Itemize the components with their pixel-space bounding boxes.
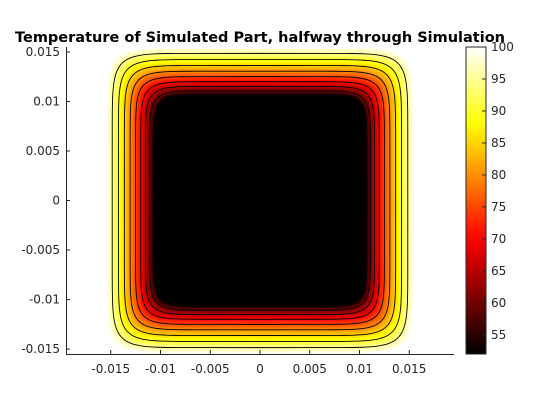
- colorbar-tick-label: 100: [491, 40, 514, 54]
- x-tick-label: -0.005: [191, 362, 230, 376]
- colorbar: 55 60 65 70 75 80 85 90 95 100: [466, 40, 514, 354]
- y-tick-label: 0.015: [26, 45, 60, 59]
- y-tick-label: 0.01: [33, 94, 60, 108]
- plot-area: [106, 47, 414, 354]
- heatmap-bands: [106, 47, 414, 354]
- y-tick-label: 0: [52, 194, 60, 208]
- x-tick-label: -0.015: [91, 362, 130, 376]
- colorbar-gradient: [466, 47, 486, 354]
- y-axis: -0.015 -0.01 -0.005 0 0.005 0.01 0.015: [21, 45, 70, 356]
- colorbar-ticks: 55 60 65 70 75 80 85 90 95 100: [482, 40, 514, 342]
- x-tick-label: -0.01: [145, 362, 176, 376]
- x-axis: -0.015 -0.01 -0.005 0 0.005 0.01 0.015: [66, 350, 454, 376]
- y-tick-label: -0.005: [21, 243, 60, 257]
- x-tick-label: 0.015: [392, 362, 426, 376]
- colorbar-tick-label: 90: [491, 104, 506, 118]
- x-tick-label: 0.005: [293, 362, 327, 376]
- colorbar-tick-label: 80: [491, 168, 506, 182]
- colorbar-tick-label: 60: [491, 296, 506, 310]
- x-tick-label: 0.01: [346, 362, 373, 376]
- chart-title: Temperature of Simulated Part, halfway t…: [15, 30, 505, 46]
- y-tick-label: -0.01: [29, 293, 60, 307]
- colorbar-tick-label: 65: [491, 264, 506, 278]
- y-tick-label: -0.015: [21, 342, 60, 356]
- colorbar-tick-label: 75: [491, 200, 506, 214]
- heatmap-core: [155, 96, 366, 306]
- y-tick-label: 0.005: [26, 144, 60, 158]
- colorbar-tick-label: 95: [491, 72, 506, 86]
- colorbar-tick-label: 70: [491, 232, 506, 246]
- colorbar-tick-label: 55: [491, 328, 506, 342]
- x-tick-label: 0: [256, 362, 264, 376]
- colorbar-tick-label: 85: [491, 136, 506, 150]
